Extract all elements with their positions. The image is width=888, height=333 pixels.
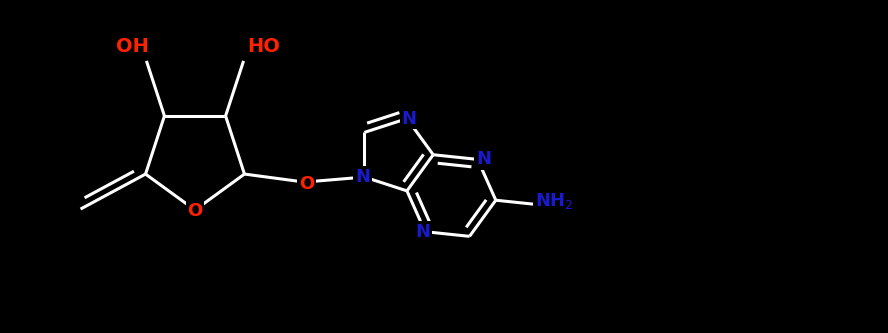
Text: N: N	[416, 223, 431, 241]
Text: HO: HO	[247, 37, 280, 56]
Text: N: N	[476, 151, 491, 168]
Text: NH$_2$: NH$_2$	[535, 191, 574, 211]
Text: O: O	[187, 202, 202, 220]
Text: N: N	[401, 110, 416, 128]
Text: N: N	[355, 168, 370, 186]
Text: O: O	[299, 175, 314, 193]
Text: OH: OH	[116, 37, 149, 56]
